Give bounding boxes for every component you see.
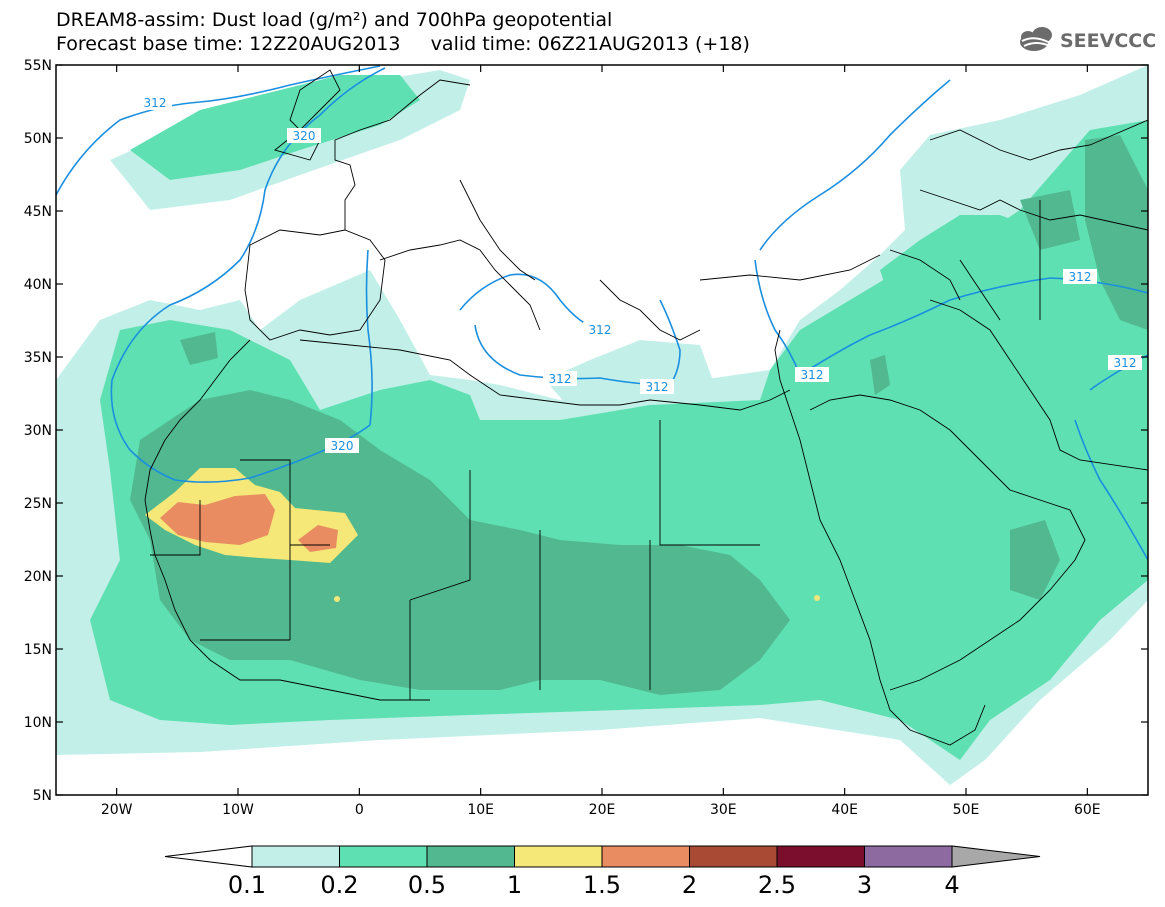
lon-tick-label: 40E xyxy=(831,802,858,818)
longitude-axis: 20W 10W 0 10E 20E 30E 40E 50E 60E xyxy=(101,65,1101,818)
lat-tick-label: 10N xyxy=(24,715,52,731)
lon-tick-label: 50E xyxy=(953,802,980,818)
lat-tick-label: 20N xyxy=(24,569,52,585)
colorbar-under-arrow xyxy=(164,845,253,868)
lon-tick-label: 60E xyxy=(1074,802,1101,818)
lat-tick-label: 5N xyxy=(33,788,52,804)
lat-tick-label: 45N xyxy=(24,204,52,220)
map-plot-area: 312 320 312 312 312 312 312 320 312 xyxy=(56,65,1148,795)
contour-label: 312 xyxy=(144,96,167,110)
contour-label: 312 xyxy=(1114,356,1137,370)
map-title: DREAM8-assim: Dust load (g/m²) and 700hP… xyxy=(56,9,613,31)
colorbar-tick-label: 2.5 xyxy=(758,871,796,899)
lat-tick-label: 30N xyxy=(24,423,52,439)
lon-tick-label: 20W xyxy=(101,802,133,818)
map-subtitle: Forecast base time: 12Z20AUG2013 valid t… xyxy=(56,33,750,55)
contour-label: 320 xyxy=(293,129,316,143)
lat-tick-label: 40N xyxy=(24,277,52,293)
colorbar-segment xyxy=(689,845,778,868)
colorbar-segment xyxy=(251,845,340,868)
colorbar: 0.1 0.2 0.5 1 1.5 2 2.5 3 4 xyxy=(164,845,1041,899)
contour-label: 312 xyxy=(646,380,669,394)
colorbar-tick-label: 1 xyxy=(507,871,522,899)
lat-tick-label: 50N xyxy=(24,131,52,147)
lat-tick-label: 25N xyxy=(24,496,52,512)
latitude-axis: 55N 50N 45N 40N 35N 30N 25N 20N 15N 10N 5N xyxy=(24,58,1148,804)
colorbar-segment xyxy=(426,845,515,868)
colorbar-tick-label: 3 xyxy=(857,871,872,899)
lon-tick-label: 10W xyxy=(222,802,254,818)
contour-label: 320 xyxy=(331,439,354,453)
geopotential-contours xyxy=(56,65,1148,561)
colorbar-tick-label: 2 xyxy=(682,871,697,899)
contour-label-group: 312 320 312 312 312 312 312 320 312 xyxy=(138,95,1142,453)
lat-tick-label: 15N xyxy=(24,642,52,658)
lon-tick-label: 10E xyxy=(467,802,494,818)
dust-field-dark xyxy=(130,135,1148,695)
lon-tick-label: 0 xyxy=(355,802,364,818)
colorbar-tick-label: 1.5 xyxy=(583,871,621,899)
contour-label: 312 xyxy=(801,368,824,382)
lat-tick-label: 35N xyxy=(24,350,52,366)
colorbar-tick-label: 0.5 xyxy=(408,871,446,899)
contour-label: 312 xyxy=(1069,270,1092,284)
lon-tick-label: 30E xyxy=(710,802,737,818)
colorbar-tick-label: 0.1 xyxy=(228,871,266,899)
logo-text: SEEVCCC xyxy=(1060,30,1156,52)
seevccc-logo: SEEVCCC xyxy=(1020,27,1156,52)
contour-label: 312 xyxy=(589,323,612,337)
colorbar-segment xyxy=(339,845,428,868)
colorbar-tick-label: 0.2 xyxy=(320,871,358,899)
coastlines-borders xyxy=(144,69,1148,746)
colorbar-over-arrow xyxy=(951,845,1041,868)
lon-tick-label: 20E xyxy=(589,802,616,818)
lat-tick-label: 55N xyxy=(24,58,52,74)
colorbar-segment xyxy=(601,845,690,868)
colorbar-segment xyxy=(776,845,865,868)
cloud-logo-icon xyxy=(1020,27,1052,51)
contour-label: 312 xyxy=(549,372,572,386)
colorbar-tick-label: 4 xyxy=(944,871,959,899)
colorbar-segment xyxy=(864,845,953,868)
colorbar-segment xyxy=(514,845,603,868)
